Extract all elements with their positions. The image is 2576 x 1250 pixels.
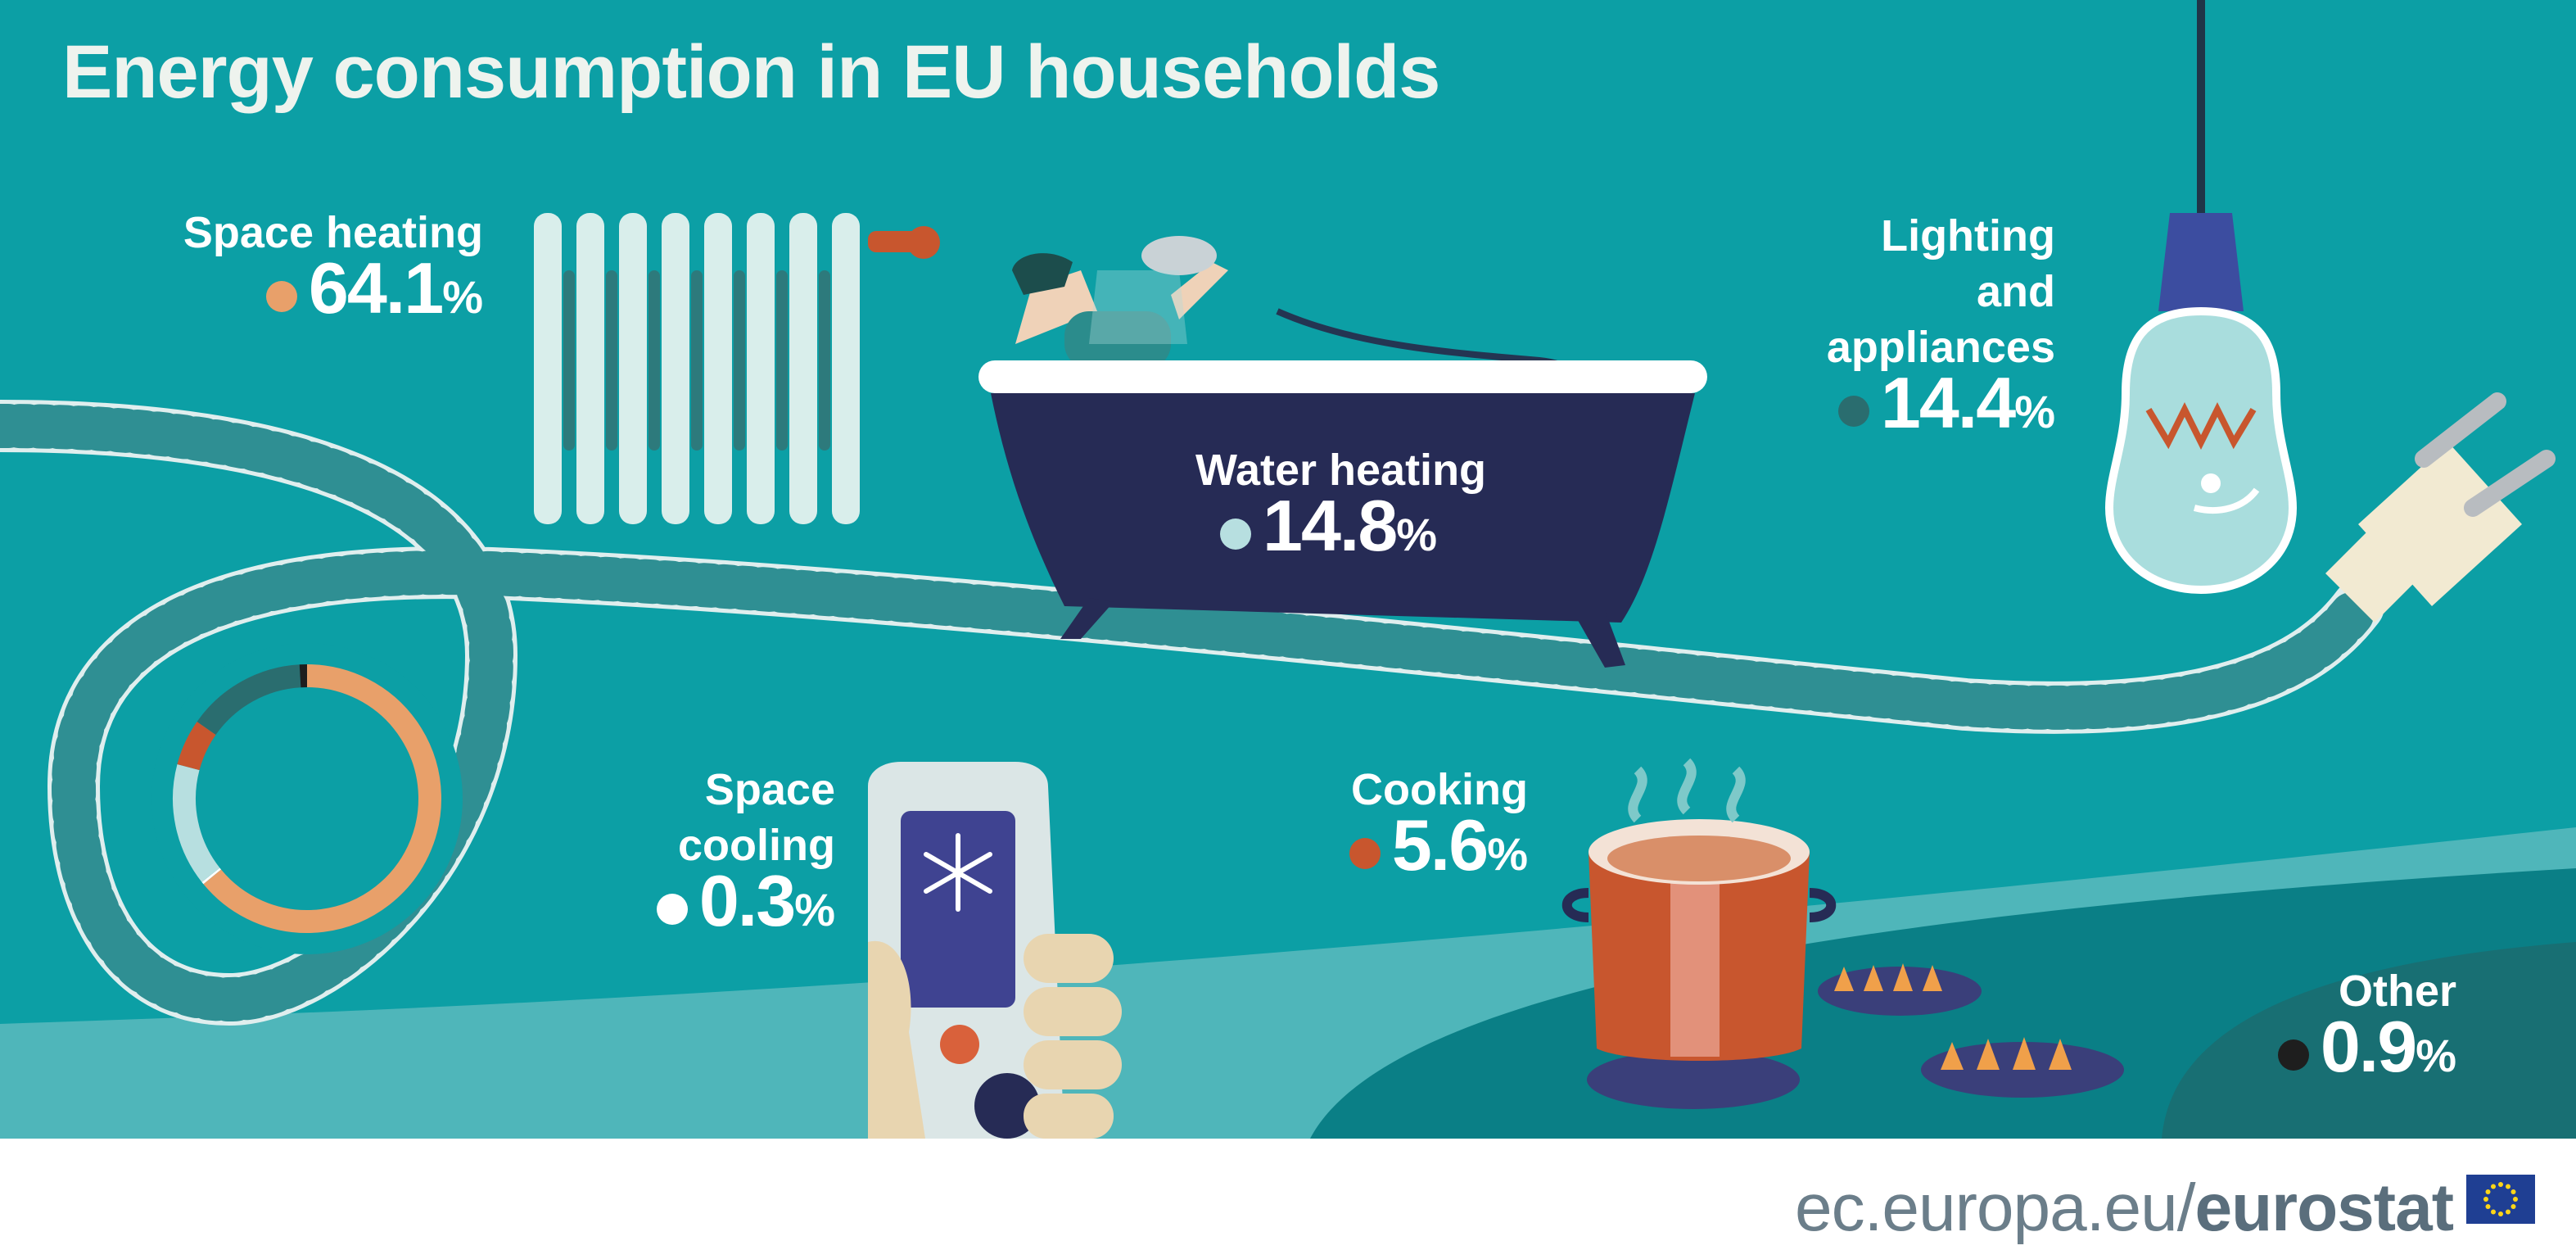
unit-label: % <box>2014 386 2055 437</box>
legend-dot <box>1220 518 1251 550</box>
legend-dot <box>2277 1039 2309 1071</box>
category-name-line2: cooling <box>678 821 835 870</box>
snowflake-icon <box>924 833 992 912</box>
legend-dot <box>1349 837 1381 869</box>
unit-label: % <box>2416 1030 2456 1081</box>
value-line: 14.8% <box>1220 490 1486 564</box>
category-name: Space heating <box>183 208 483 257</box>
data-label: 14.8 <box>1263 485 1398 566</box>
bathtub-icon <box>978 236 1707 668</box>
value-line: 14.4% <box>1827 367 2055 441</box>
other-panel <box>2162 942 2576 1139</box>
illustration <box>0 0 2576 1139</box>
value-line: 0.9% <box>2277 1011 2456 1085</box>
legend-dot <box>265 280 297 312</box>
category-name-line1: Lighting <box>1881 211 2055 260</box>
site-brand: eurostat <box>2194 1171 2454 1245</box>
site-prefix: ec.europa.eu/ <box>1794 1171 2195 1245</box>
value-line: 64.1% <box>183 252 483 326</box>
footer: ec.europa.eu/eurostat <box>0 1139 2576 1250</box>
legend-dot <box>1837 395 1869 427</box>
label-other: Other 0.9% <box>2277 963 2456 1085</box>
donut-slice-water-heating <box>173 764 220 882</box>
category-name: Cooking <box>1351 765 1528 814</box>
data-label: 0.3 <box>698 860 796 941</box>
cooking-pot-icon <box>1561 758 1837 1061</box>
source-link[interactable]: ec.europa.eu/eurostat <box>1794 1170 2454 1247</box>
category-name: Water heating <box>1195 446 1487 495</box>
value-line: 0.3% <box>656 865 835 939</box>
legend-dot <box>656 893 688 925</box>
donut-slice-lighting-and-appliances <box>197 664 301 736</box>
unit-label: % <box>794 884 835 935</box>
cable-icon <box>0 400 2384 1026</box>
category-name-line2: and <box>1976 267 2055 316</box>
data-label: 14.4 <box>1880 362 2016 443</box>
donut-background <box>151 643 463 954</box>
plug-icon <box>2325 392 2556 623</box>
background-panel: Energy consumption in EU households Spac… <box>0 0 2576 1139</box>
category-name: Other <box>2338 967 2456 1016</box>
unit-label: % <box>442 271 483 323</box>
category-name-line1: Space <box>704 765 835 814</box>
unit-label: % <box>1396 509 1438 560</box>
donut-slice-space-heating <box>203 664 441 933</box>
donut-slice-cooking <box>177 721 216 771</box>
label-space-cooling: Space cooling 0.3% <box>656 762 835 939</box>
label-space-heating: Space heating 64.1% <box>183 205 483 326</box>
data-label: 5.6 <box>1391 804 1489 885</box>
label-water-heating: Water heating 14.8% <box>1195 442 1486 564</box>
chart-title: Energy consumption in EU households <box>62 30 1440 114</box>
donut-slice-space-cooling <box>201 867 222 885</box>
remote-control-icon <box>868 762 1122 1139</box>
gas-burner-icon <box>1587 963 2124 1109</box>
data-label: 64.1 <box>308 247 444 328</box>
donut-chart <box>151 643 463 954</box>
light-bulb-icon <box>2104 0 2298 595</box>
label-lighting-appliances: Lighting and appliances 14.4% <box>1827 208 2055 441</box>
eu-flag-icon <box>2466 1175 2535 1224</box>
value-line: 5.6% <box>1349 809 1528 883</box>
unit-label: % <box>1487 828 1528 880</box>
label-cooking: Cooking 5.6% <box>1349 762 1528 883</box>
category-name-line3: appliances <box>1826 323 2055 372</box>
data-label: 0.9 <box>2320 1006 2417 1087</box>
radiator-icon <box>534 213 940 524</box>
